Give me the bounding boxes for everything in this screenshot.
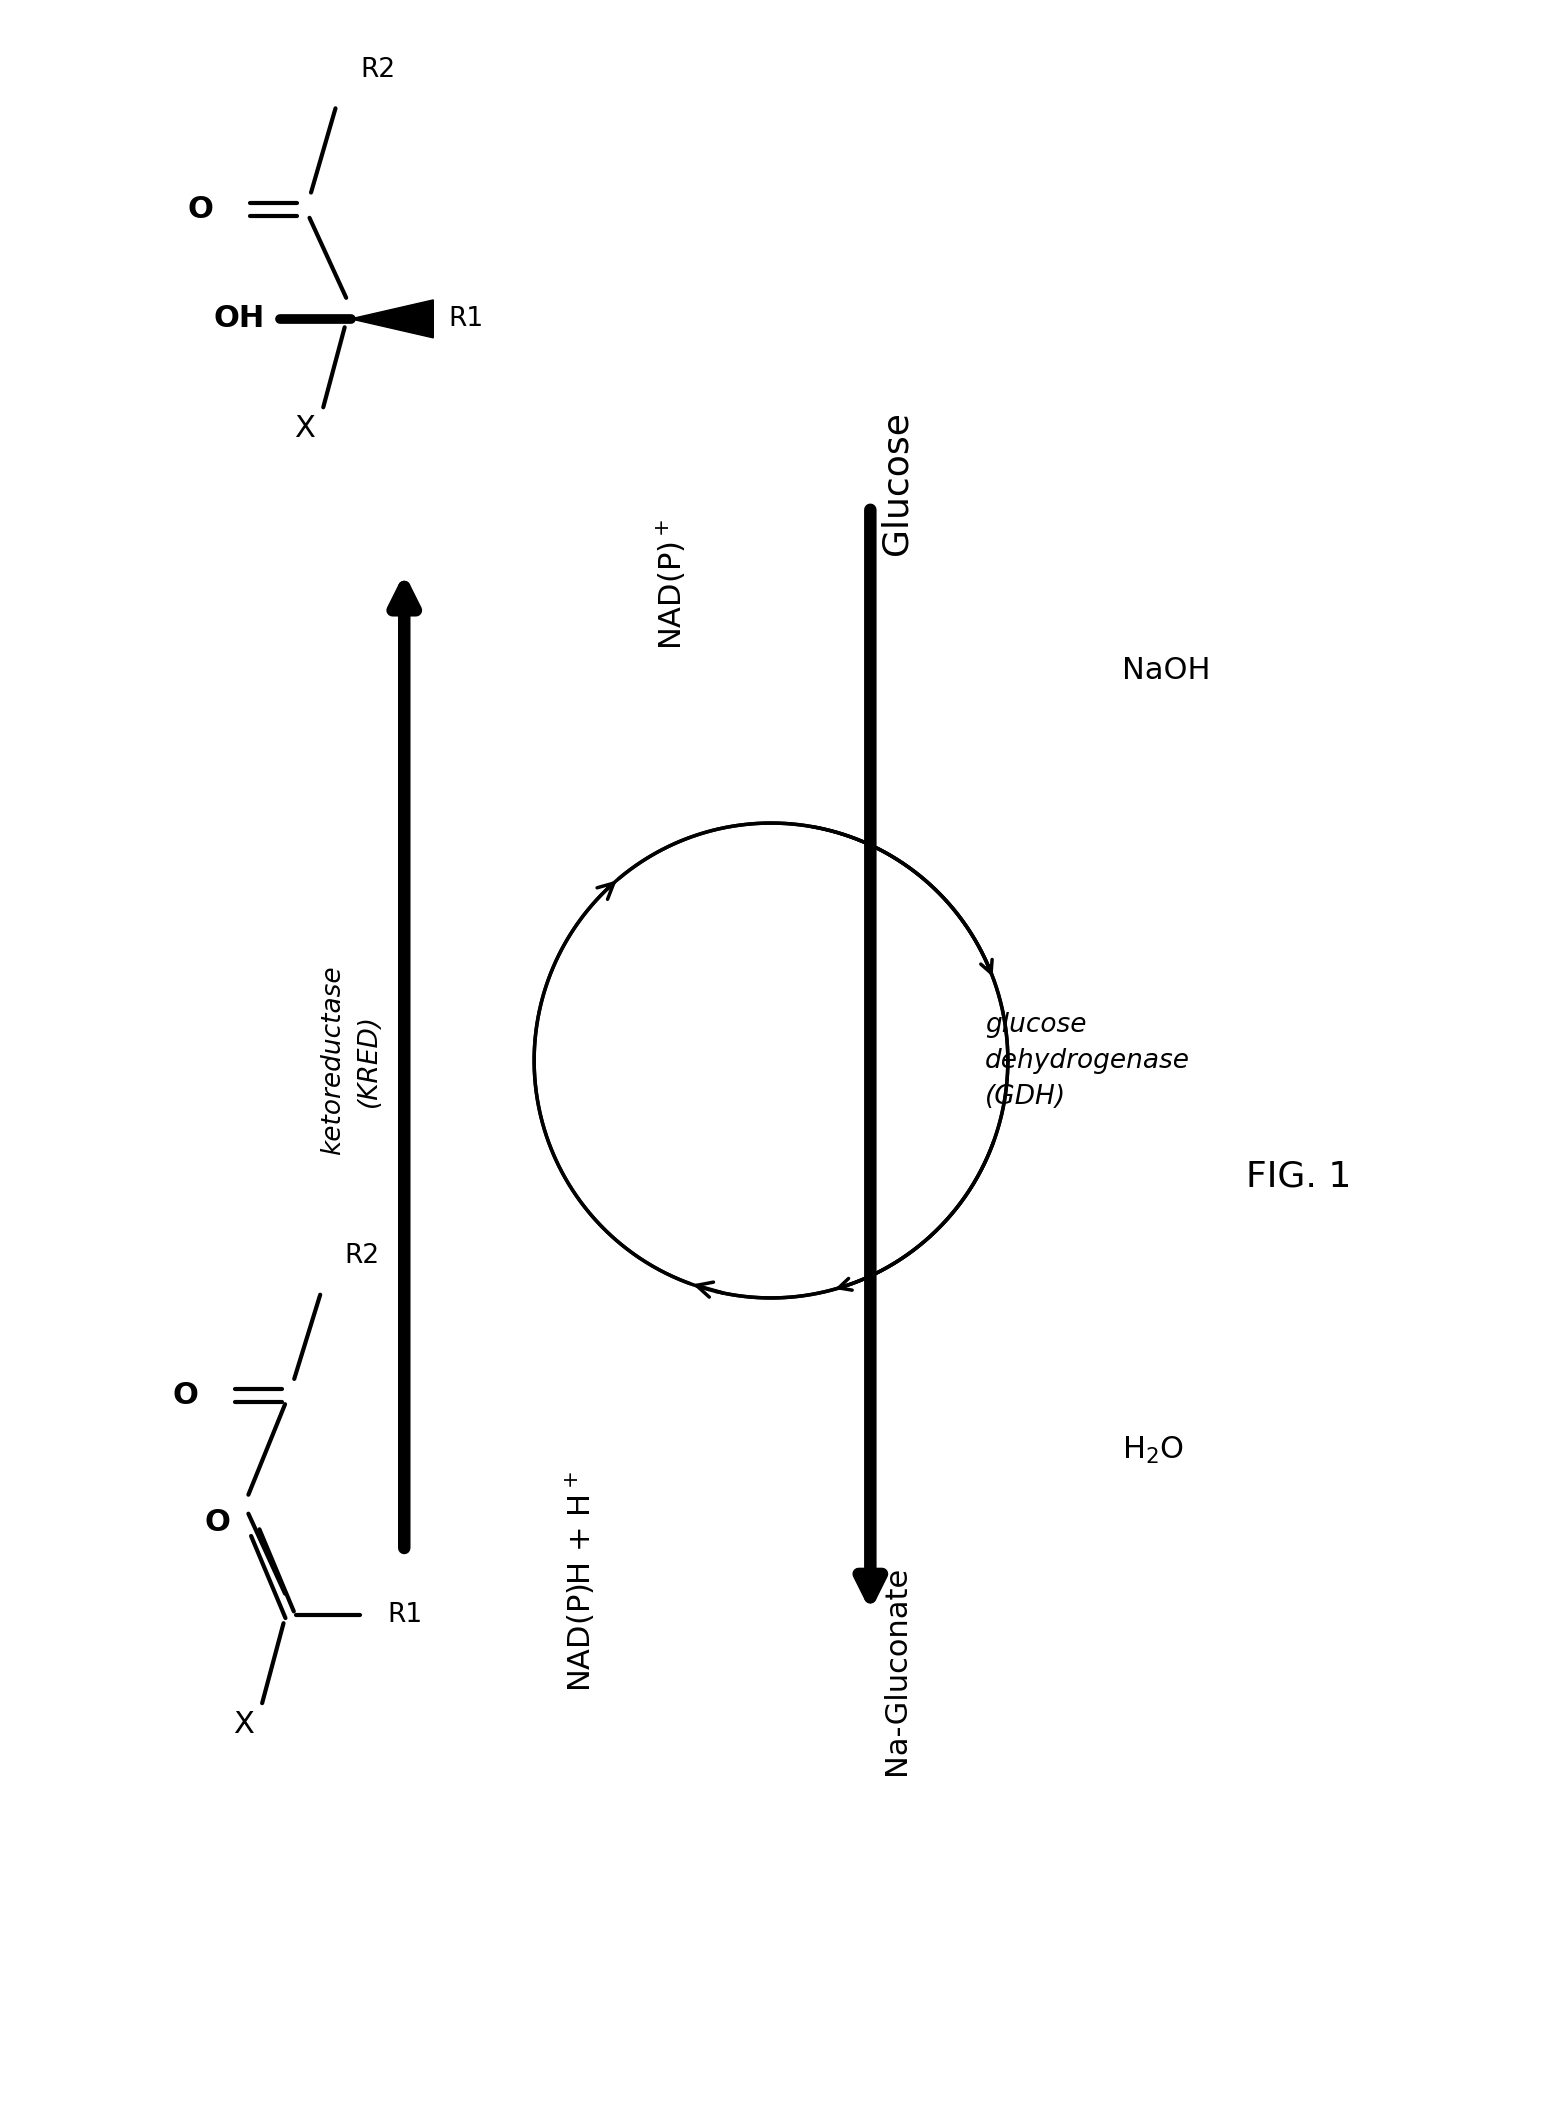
Text: O: O	[188, 195, 213, 225]
Text: OH: OH	[214, 305, 265, 333]
Text: O: O	[205, 1508, 231, 1536]
Text: X: X	[295, 414, 316, 443]
Text: glucose
dehydrogenase
(GDH): glucose dehydrogenase (GDH)	[985, 1012, 1190, 1109]
Text: R2: R2	[359, 57, 395, 83]
Text: H$_2$O: H$_2$O	[1123, 1434, 1184, 1466]
Text: R1: R1	[449, 305, 484, 331]
Text: R2: R2	[345, 1243, 379, 1270]
Text: NAD(P)H + H$^+$: NAD(P)H + H$^+$	[563, 1472, 597, 1693]
Text: NaOH: NaOH	[1123, 655, 1210, 685]
Polygon shape	[350, 299, 433, 337]
Text: Glucose: Glucose	[879, 411, 913, 556]
Text: Na-Gluconate: Na-Gluconate	[882, 1565, 911, 1775]
Text: ketoreductase
(KRED): ketoreductase (KRED)	[319, 965, 382, 1156]
Text: X: X	[233, 1710, 254, 1739]
Text: FIG. 1: FIG. 1	[1246, 1160, 1351, 1194]
Text: O: O	[173, 1381, 197, 1410]
Text: NAD(P)$^+$: NAD(P)$^+$	[655, 518, 688, 649]
Text: R1: R1	[387, 1601, 423, 1627]
